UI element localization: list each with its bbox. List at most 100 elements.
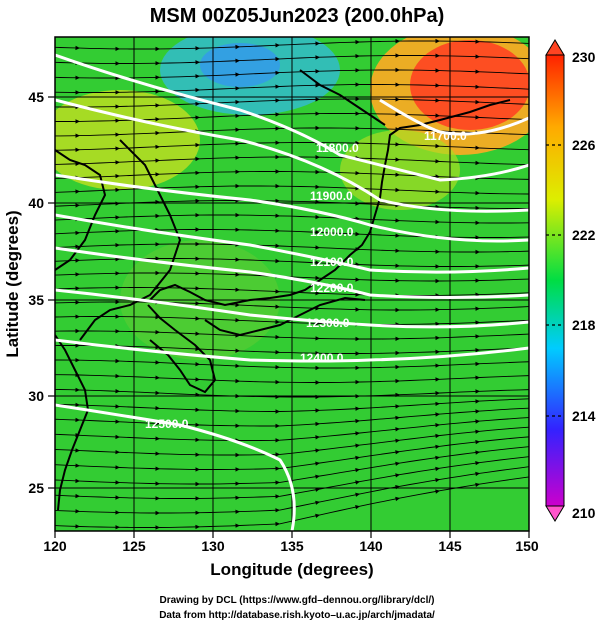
streamline-arrowhead <box>155 242 160 247</box>
streamline-arrowhead <box>475 278 480 283</box>
streamline-arrowhead <box>115 215 120 220</box>
streamline-arrowhead <box>75 417 80 423</box>
colorbar: 230 226 222 218 214 210 <box>545 39 596 522</box>
streamline-arrowhead <box>315 365 320 371</box>
streamline-arrowhead <box>235 127 240 132</box>
colorbar-label: 230 <box>572 49 596 65</box>
streamline-arrowhead <box>235 183 240 189</box>
streamline-arrowhead <box>275 289 280 294</box>
streamline-arrowhead <box>275 243 280 248</box>
cold-core <box>200 43 280 87</box>
streamline-arrowhead <box>475 375 480 380</box>
contour-line <box>55 403 296 531</box>
streamline-arrowhead <box>115 104 120 109</box>
streamline-arrowhead <box>195 316 200 321</box>
streamline-arrowhead <box>315 380 320 385</box>
streamline-arrowhead <box>315 291 320 296</box>
streamline <box>55 258 529 267</box>
streamline-arrowhead <box>195 481 200 487</box>
streamline-arrowhead <box>195 437 200 442</box>
streamline-arrowhead <box>435 98 440 103</box>
streamline-arrowhead <box>395 172 400 177</box>
streamline-arrowhead <box>115 146 120 151</box>
streamline-arrowhead <box>435 307 440 312</box>
streamline-arrowhead <box>315 83 320 88</box>
streamline-arrowhead <box>235 378 240 384</box>
streamline-arrowhead <box>235 287 240 292</box>
streamline-arrowhead <box>475 249 480 255</box>
streamline-arrowhead <box>315 275 320 281</box>
streamline-arrowhead <box>275 183 280 189</box>
streamline-arrowhead <box>75 463 80 468</box>
contour-label: 11800.0 <box>316 141 359 155</box>
streamline-arrowhead <box>235 408 240 414</box>
streamline-arrowhead <box>435 363 440 368</box>
streamline <box>55 456 529 499</box>
colorbar-label: 226 <box>572 137 596 153</box>
streamline-arrowhead <box>195 101 200 106</box>
streamline-arrowhead <box>155 451 160 456</box>
streamline-arrowhead <box>75 189 80 194</box>
streamline-arrowhead <box>355 379 360 385</box>
streamline-arrowhead <box>475 409 480 414</box>
streamline <box>55 345 529 354</box>
streamline-arrowhead <box>355 126 360 131</box>
china-coast-north <box>55 149 107 271</box>
streamline-arrowhead <box>275 480 280 485</box>
streamline-arrowhead <box>235 495 240 500</box>
streamline-arrowhead <box>355 365 360 370</box>
streamline <box>55 40 529 50</box>
streamline-arrowhead <box>155 172 160 177</box>
streamline-arrowhead <box>155 103 160 108</box>
streamline-arrowhead <box>115 61 120 66</box>
streamline-arrowhead <box>475 439 480 445</box>
streamline-arrowhead <box>75 478 80 484</box>
streamline-arrowhead <box>75 272 80 277</box>
contour-label: 12500.0 <box>145 417 189 431</box>
streamline-arrowhead <box>235 509 240 514</box>
credit-drawing: Drawing by DCL (https://www.gfd–dennou.o… <box>159 595 434 606</box>
lat-tick-label: 25 <box>28 480 44 496</box>
streamline-arrowhead <box>435 401 440 406</box>
streamline-arrowhead <box>75 402 80 407</box>
streamline-arrowhead <box>115 480 120 485</box>
lon-tick-label: 130 <box>201 538 225 554</box>
streamline-arrowhead <box>475 69 480 74</box>
streamline-arrowhead <box>475 99 480 105</box>
kyushu-coast <box>147 304 217 394</box>
streamline-arrowhead <box>195 241 200 247</box>
streamline-arrowhead <box>195 524 200 530</box>
streamline-arrowhead <box>475 334 480 339</box>
streamline-arrowhead <box>355 351 360 356</box>
streamline-arrowhead <box>235 272 240 277</box>
streamline-arrowhead <box>435 466 440 472</box>
streamline-arrowhead <box>395 263 400 268</box>
streamline-arrowhead <box>195 271 200 276</box>
contour-label: 12000.0 <box>310 225 354 239</box>
streamline-arrowhead <box>75 300 80 305</box>
streamline-arrowhead <box>475 115 480 120</box>
streamline-arrowhead <box>315 500 320 505</box>
streamline-arrowhead <box>395 157 400 162</box>
contour-label: 11700.0 <box>424 129 467 143</box>
streamline-arrowhead <box>195 496 200 501</box>
streamline-arrowhead <box>395 350 400 356</box>
streamline-arrowhead <box>235 348 240 353</box>
streamline <box>55 214 529 224</box>
streamline-arrowhead <box>115 434 120 440</box>
streamline-arrowhead <box>235 113 240 118</box>
streamline-arrowhead <box>435 113 440 118</box>
streamline-arrowhead <box>75 75 80 80</box>
streamline-arrowhead <box>395 336 400 341</box>
streamline-arrowhead <box>475 235 480 240</box>
streamline-arrowhead <box>235 302 240 308</box>
streamline-arrowhead <box>355 336 360 342</box>
streamline-arrowhead <box>275 319 280 325</box>
streamline-arrowhead <box>155 61 160 66</box>
streamline-arrowhead <box>475 220 480 225</box>
streamline-arrowhead <box>275 126 280 131</box>
streamline-arrowhead <box>275 409 280 414</box>
warm-region-west <box>55 90 200 190</box>
streamline-arrowhead <box>115 271 120 276</box>
streamline-arrowhead <box>155 144 160 149</box>
